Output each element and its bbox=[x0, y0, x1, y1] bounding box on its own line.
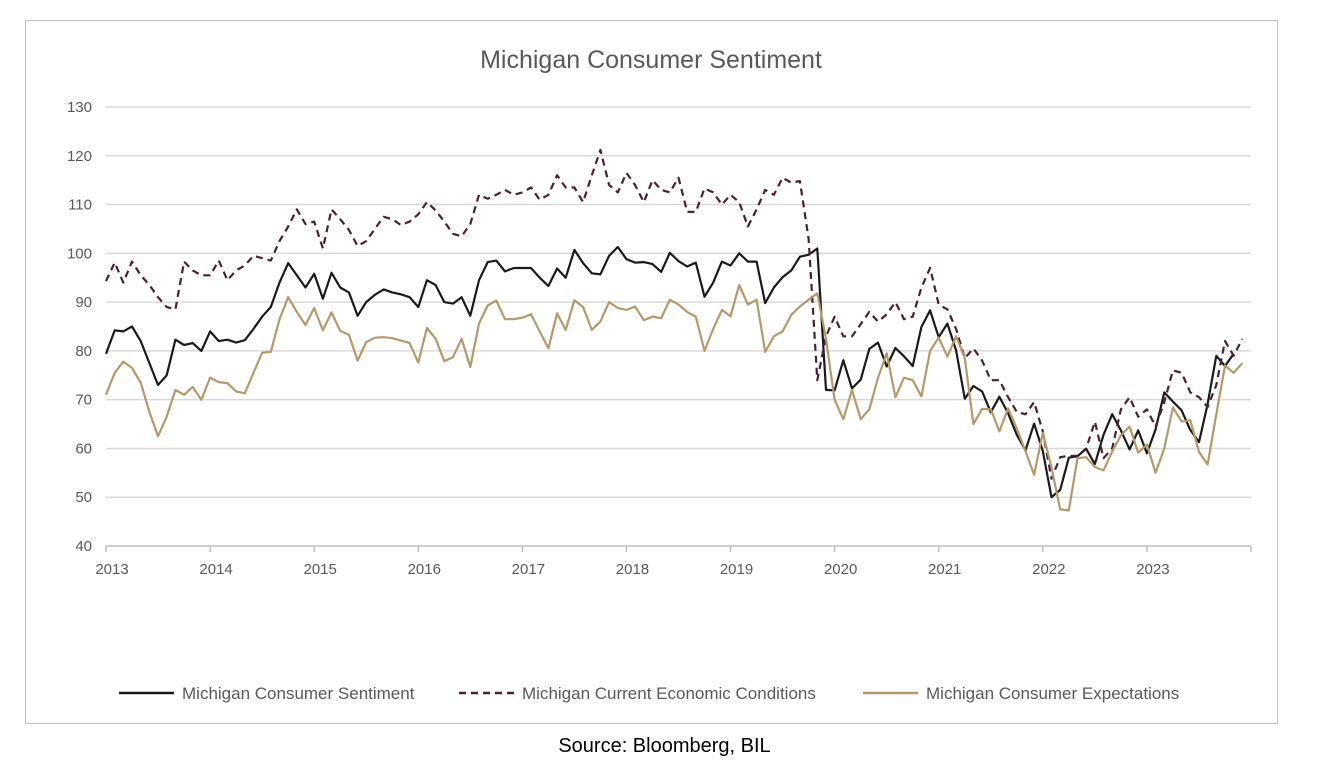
y-tick-label: 60 bbox=[75, 440, 92, 457]
y-tick-label: 120 bbox=[67, 148, 92, 165]
x-tick-label: 2019 bbox=[720, 561, 753, 578]
y-tick-label: 50 bbox=[75, 489, 92, 506]
series-lines bbox=[104, 148, 1244, 512]
y-tick-label: 70 bbox=[75, 392, 92, 409]
x-tick-label: 2023 bbox=[1136, 561, 1169, 578]
x-tick-label: 2013 bbox=[95, 561, 128, 578]
x-tick-label: 2017 bbox=[512, 561, 545, 578]
series-line-1 bbox=[104, 245, 1235, 499]
x-tick-label: 2021 bbox=[928, 561, 961, 578]
chart-title: Michigan Consumer Sentiment bbox=[480, 46, 822, 74]
y-axis: 40 50 60 70 80 90 100 110 120 130 bbox=[67, 99, 92, 555]
x-tick-label: 2022 bbox=[1032, 561, 1065, 578]
series-line-3 bbox=[104, 283, 1244, 512]
chart-frame: Michigan Consumer Sentiment 40 50 60 70 80 90… bbox=[25, 20, 1278, 724]
source-note: Source: Bloomberg, BIL bbox=[558, 735, 771, 757]
y-tick-label: 80 bbox=[75, 343, 92, 360]
x-tick-label: 2020 bbox=[824, 561, 857, 578]
x-tick-label: 2015 bbox=[303, 561, 336, 578]
legend-label-2: Michigan Current Economic Conditions bbox=[522, 684, 816, 703]
y-tick-label: 110 bbox=[68, 197, 92, 214]
legend-label-1: Michigan Consumer Sentiment bbox=[182, 684, 415, 703]
chart-svg: Michigan Consumer Sentiment 40 50 60 70 80 90… bbox=[67, 46, 1252, 703]
y-tick-label: 100 bbox=[67, 245, 92, 262]
x-tick-label: 2014 bbox=[199, 561, 232, 578]
gridlines bbox=[106, 106, 1251, 498]
x-tick-label: 2018 bbox=[616, 561, 649, 578]
x-tick-label: 2016 bbox=[408, 561, 441, 578]
legend: Michigan Consumer Sentiment Michigan Curr… bbox=[119, 684, 1179, 703]
x-axis: 2013 2014 2015 2016 2017 2018 2019 2020 2021 2022… bbox=[95, 545, 1252, 578]
y-tick-label: 130 bbox=[67, 99, 92, 116]
y-tick-label: 40 bbox=[75, 538, 92, 555]
legend-label-3: Michigan Consumer Expectations bbox=[926, 684, 1179, 703]
series-line-2 bbox=[105, 148, 1244, 480]
y-tick-label: 90 bbox=[75, 294, 92, 311]
